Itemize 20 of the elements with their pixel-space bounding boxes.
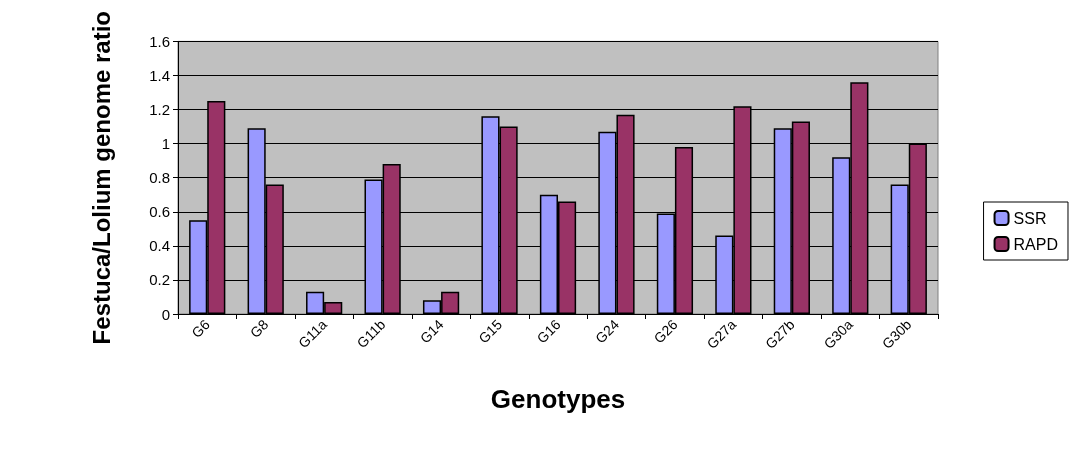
x-tick-label: G6 <box>188 316 214 341</box>
x-tick-label: G14 <box>416 316 447 347</box>
y-tick-label: 0.8 <box>149 169 170 187</box>
y-tick-label: 0.4 <box>149 237 170 255</box>
y-axis-title: Festuca/Lolium genome ratio <box>87 11 115 345</box>
x-tick-label: G16 <box>533 316 564 347</box>
y-tick-label: 1.6 <box>149 32 170 50</box>
x-tick-label: G8 <box>246 316 272 341</box>
legend-label: SSR <box>1013 209 1047 227</box>
x-tick-label: G24 <box>592 316 623 347</box>
y-tick-label: 1.4 <box>149 66 170 84</box>
legend-label: RAPD <box>1013 235 1058 253</box>
y-tick-label: 0 <box>161 305 170 323</box>
x-tick-label: G26 <box>650 316 681 347</box>
y-tick-label: 1.2 <box>149 101 170 119</box>
x-axis-title: Genotypes <box>490 384 626 414</box>
y-tick-label: 1 <box>161 135 170 153</box>
y-tick-label: 0.6 <box>149 203 170 221</box>
y-tick-label: 0.2 <box>149 271 170 289</box>
x-tick-label: G15 <box>475 316 506 347</box>
